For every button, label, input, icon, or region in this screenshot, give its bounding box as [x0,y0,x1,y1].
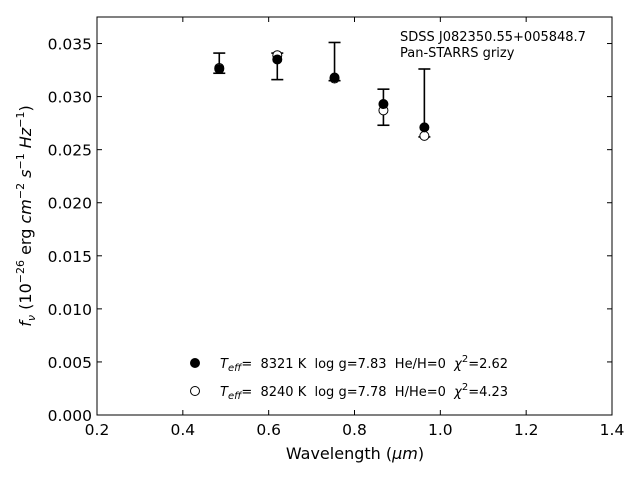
y-tick-label: 0.030 [48,89,92,107]
x-tick-label: 0.6 [256,421,281,439]
data-point-filled [214,64,225,75]
data-point-open [419,130,430,141]
x-tick-label: 1.2 [514,421,539,439]
y-tick-label: 0.015 [48,248,92,266]
x-tick-label: 0.8 [342,421,367,439]
x-axis-label: Wavelength (μm) [286,444,424,463]
plot-frame [96,16,613,416]
legend-text-hydrogen-fit: Teff= 8321 K log g=7.83 He/H=0 χ2=2.62 [220,354,508,374]
y-tick-label: 0.025 [48,142,92,160]
axis-ticks: 0.2 0.4 0.6 0.8 1.0 1.2 1.4 0.000 0.005 0.010 0.01… [48,17,625,439]
x-tick-label: 0.2 [85,421,110,439]
legend-text-helium-fit: Teff= 8240 K log g=7.78 H/He=0 χ2=4.23 [220,382,508,402]
y-tick-label: 0.020 [48,195,92,213]
y-tick-label: 0.000 [48,407,92,425]
y-axis-label: fν (10−26 erg cm−2 s−1 Hz−1) [14,105,38,326]
data-point-filled [272,54,283,65]
legend-marker-filled [190,358,200,368]
data-point-filled [378,99,389,110]
data-point-filled [329,72,340,83]
y-tick-label: 0.005 [48,354,92,372]
annotation-object-name: SDSS J082350.55+005848.7 [400,30,586,45]
data-point-filled [419,122,430,133]
y-tick-label: 0.010 [48,301,92,319]
x-tick-label: 1.4 [600,421,625,439]
legend-marker-open [190,386,200,396]
x-tick-label: 1.0 [428,421,453,439]
legend: Teff= 8321 K log g=7.83 He/H=0 χ2=2.62 T… [190,354,508,402]
x-tick-label: 0.4 [171,421,196,439]
y-tick-label: 0.035 [48,36,92,54]
annotation-survey: Pan-STARRS grizy [400,46,515,61]
plot-marks [213,41,431,141]
